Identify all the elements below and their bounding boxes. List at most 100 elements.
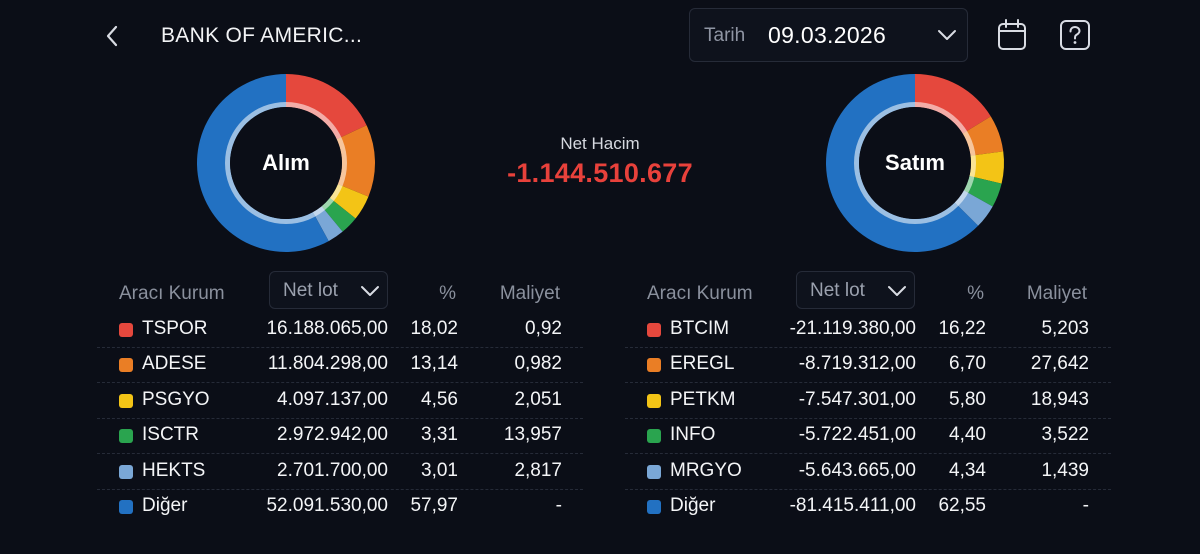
net-lot-value: 52.091.530,00 xyxy=(266,495,388,516)
table-row[interactable]: TSPOR 16.188.065,00 18,02 0,92 xyxy=(97,313,583,348)
table-row[interactable]: BTCIM -21.119.380,00 16,22 5,203 xyxy=(625,313,1111,348)
donut-slice-info xyxy=(963,175,1002,207)
broker-name: PSGYO xyxy=(142,388,210,410)
buy-percent-header: % xyxy=(439,283,456,304)
broker-name: HEKTS xyxy=(142,459,206,481)
broker-name: Diğer xyxy=(142,495,188,516)
net-volume-label: Net Hacim xyxy=(560,134,640,153)
percent-value: 3,31 xyxy=(421,424,458,446)
table-row[interactable]: ISCTR 2.972.942,00 3,31 13,957 xyxy=(97,419,583,455)
sell-sort-dropdown[interactable]: Net lot xyxy=(796,271,915,309)
cost-value: - xyxy=(555,495,562,516)
table-row[interactable]: Diğer -81.415.411,00 62,55 - xyxy=(625,490,1111,525)
donut-slice-diğer xyxy=(197,74,329,252)
help-button[interactable] xyxy=(1059,19,1091,51)
broker-name: ISCTR xyxy=(142,424,199,446)
sell-cost-header: Maliyet xyxy=(1026,283,1087,304)
cost-value: 5,203 xyxy=(1041,318,1089,339)
percent-value: 16,22 xyxy=(938,318,986,339)
sell-percent-header: % xyxy=(967,283,984,304)
table-row[interactable]: HEKTS 2.701.700,00 3,01 2,817 xyxy=(97,455,583,490)
buy-cost-header: Maliyet xyxy=(499,283,560,304)
table-row[interactable]: PETKM -7.547.301,00 5,80 18,943 xyxy=(625,384,1111,419)
chevron-left-icon xyxy=(106,25,118,47)
date-value: 09.03.2026 xyxy=(768,22,887,48)
net-lot-value: -81.415.411,00 xyxy=(789,495,916,516)
buy-sort-dropdown-label: Net lot xyxy=(283,280,338,301)
donut-slice-btcim xyxy=(915,74,991,134)
broker-name: Diğer xyxy=(670,495,716,516)
net-lot-value: -5.643.665,00 xyxy=(798,459,916,481)
net-lot-value: -8.719.312,00 xyxy=(798,353,916,375)
net-lot-value: -5.722.451,00 xyxy=(798,424,916,446)
cost-value: 3,522 xyxy=(1041,424,1089,446)
color-swatch xyxy=(647,358,661,373)
broker-name: TSPOR xyxy=(142,318,208,339)
color-swatch xyxy=(119,323,133,337)
color-swatch xyxy=(119,358,133,373)
color-swatch xyxy=(119,429,133,444)
date-label: Tarih xyxy=(704,25,746,46)
back-button[interactable] xyxy=(100,22,126,50)
cost-value: 27,642 xyxy=(1030,353,1089,375)
table-row[interactable]: ADESE 11.804.298,00 13,14 0,982 xyxy=(97,348,583,384)
donut-slice-mrgyo xyxy=(954,190,993,226)
color-swatch xyxy=(119,464,133,479)
help-icon xyxy=(1060,20,1090,50)
buy-broker-header: Aracı Kurum xyxy=(119,283,225,304)
broker-name: PETKM xyxy=(670,388,736,410)
chevron-down-icon xyxy=(888,286,906,296)
net-lot-value: -21.119.380,00 xyxy=(789,318,916,339)
table-row[interactable]: EREGL -8.719.312,00 6,70 27,642 xyxy=(625,348,1111,384)
donut-slice-psgyo xyxy=(329,184,369,219)
sell-donut-chart: Satım xyxy=(824,72,1006,254)
donut-slice-petkm xyxy=(969,151,1004,184)
color-swatch xyxy=(119,500,133,514)
table-row[interactable]: INFO -5.722.451,00 4,40 3,522 xyxy=(625,419,1111,455)
page-title: BANK OF AMERIC... xyxy=(161,24,363,47)
color-swatch xyxy=(647,464,661,479)
chevron-down-icon xyxy=(938,30,956,40)
color-swatch xyxy=(647,500,661,514)
sell-sort-dropdown-label: Net lot xyxy=(810,280,865,301)
cost-value: - xyxy=(1082,495,1089,516)
net-lot-value: 16.188.065,00 xyxy=(266,318,388,339)
cost-value: 2,051 xyxy=(514,388,562,410)
donut-slice-tspor xyxy=(286,74,367,140)
buy-sort-dropdown[interactable]: Net lot xyxy=(269,271,388,309)
net-lot-value: 11.804.298,00 xyxy=(267,353,388,375)
percent-value: 57,97 xyxy=(410,495,458,516)
cost-value: 2,817 xyxy=(514,459,562,481)
broker-name: INFO xyxy=(670,424,716,446)
chevron-down-icon xyxy=(361,286,379,296)
calendar-button[interactable] xyxy=(996,18,1028,52)
percent-value: 5,80 xyxy=(949,388,986,410)
percent-value: 62,55 xyxy=(938,495,986,516)
table-row[interactable]: Diğer 52.091.530,00 57,97 - xyxy=(97,490,583,525)
cost-value: 1,439 xyxy=(1041,459,1089,481)
cost-value: 18,943 xyxy=(1030,388,1089,410)
table-row[interactable]: MRGYO -5.643.665,00 4,34 1,439 xyxy=(625,455,1111,490)
broker-name: BTCIM xyxy=(670,318,730,339)
net-lot-value: 2.701.700,00 xyxy=(277,459,388,481)
calendar-icon xyxy=(998,19,1026,50)
net-lot-value: 2.972.942,00 xyxy=(277,424,388,446)
donut-slice-isctr xyxy=(321,197,356,232)
sell-donut-label: Satım xyxy=(885,150,945,175)
color-swatch xyxy=(647,393,661,408)
net-volume-value: -1.144.510.677 xyxy=(507,158,693,188)
cost-value: 13,957 xyxy=(503,424,562,446)
table-row[interactable]: PSGYO 4.097.137,00 4,56 2,051 xyxy=(97,384,583,419)
donut-slice-adese xyxy=(336,125,375,197)
percent-value: 4,56 xyxy=(421,388,458,410)
date-selector[interactable]: Tarih 09.03.2026 xyxy=(689,8,968,62)
net-lot-value: -7.547.301,00 xyxy=(798,388,916,410)
percent-value: 6,70 xyxy=(949,353,986,375)
color-swatch xyxy=(119,393,133,408)
cost-value: 0,982 xyxy=(514,353,562,375)
color-swatch xyxy=(647,429,661,444)
cost-value: 0,92 xyxy=(525,318,562,339)
broker-name: ADESE xyxy=(142,353,207,375)
broker-name: EREGL xyxy=(670,353,735,375)
donut-slice-hekts xyxy=(312,206,343,242)
